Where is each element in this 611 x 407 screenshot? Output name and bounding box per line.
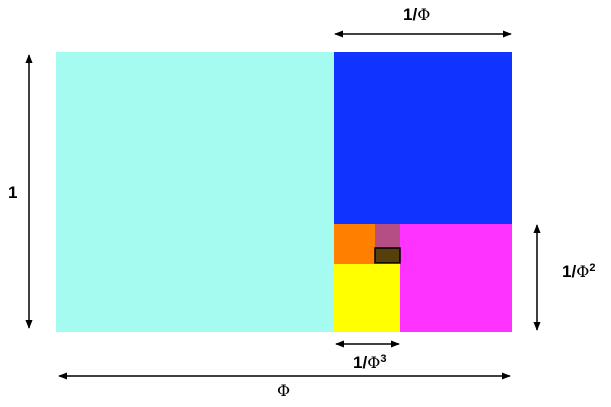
square-1 xyxy=(56,52,334,332)
label-right-height-exp: 2 xyxy=(589,262,596,274)
label-total-width-phi: Φ xyxy=(277,381,291,400)
square-1-over-phi-6 xyxy=(374,247,401,264)
label-height-1: 1 xyxy=(8,183,17,203)
square-1-over-phi-squared xyxy=(400,224,512,332)
label-top-width: 1/Φ xyxy=(403,5,430,25)
label-top-width-num: 1/ xyxy=(403,5,418,24)
label-right-height: 1/Φ2 xyxy=(562,262,595,282)
label-total-width: Φ xyxy=(277,381,290,401)
label-right-height-num: 1/ xyxy=(562,262,577,281)
label-right-height-phi: Φ xyxy=(576,262,590,281)
label-height-1-num: 1 xyxy=(8,183,18,202)
square-1-over-phi xyxy=(334,52,512,224)
square-1-over-phi-4 xyxy=(334,224,375,264)
label-small-width: 1/Φ3 xyxy=(353,353,386,373)
label-small-width-phi: Φ xyxy=(367,353,381,372)
square-1-over-phi-5 xyxy=(375,224,400,248)
label-top-width-phi: Φ xyxy=(417,5,431,24)
label-small-width-num: 1/ xyxy=(353,353,368,372)
square-1-over-phi-cubed xyxy=(334,264,400,332)
label-small-width-exp: 3 xyxy=(380,353,387,365)
